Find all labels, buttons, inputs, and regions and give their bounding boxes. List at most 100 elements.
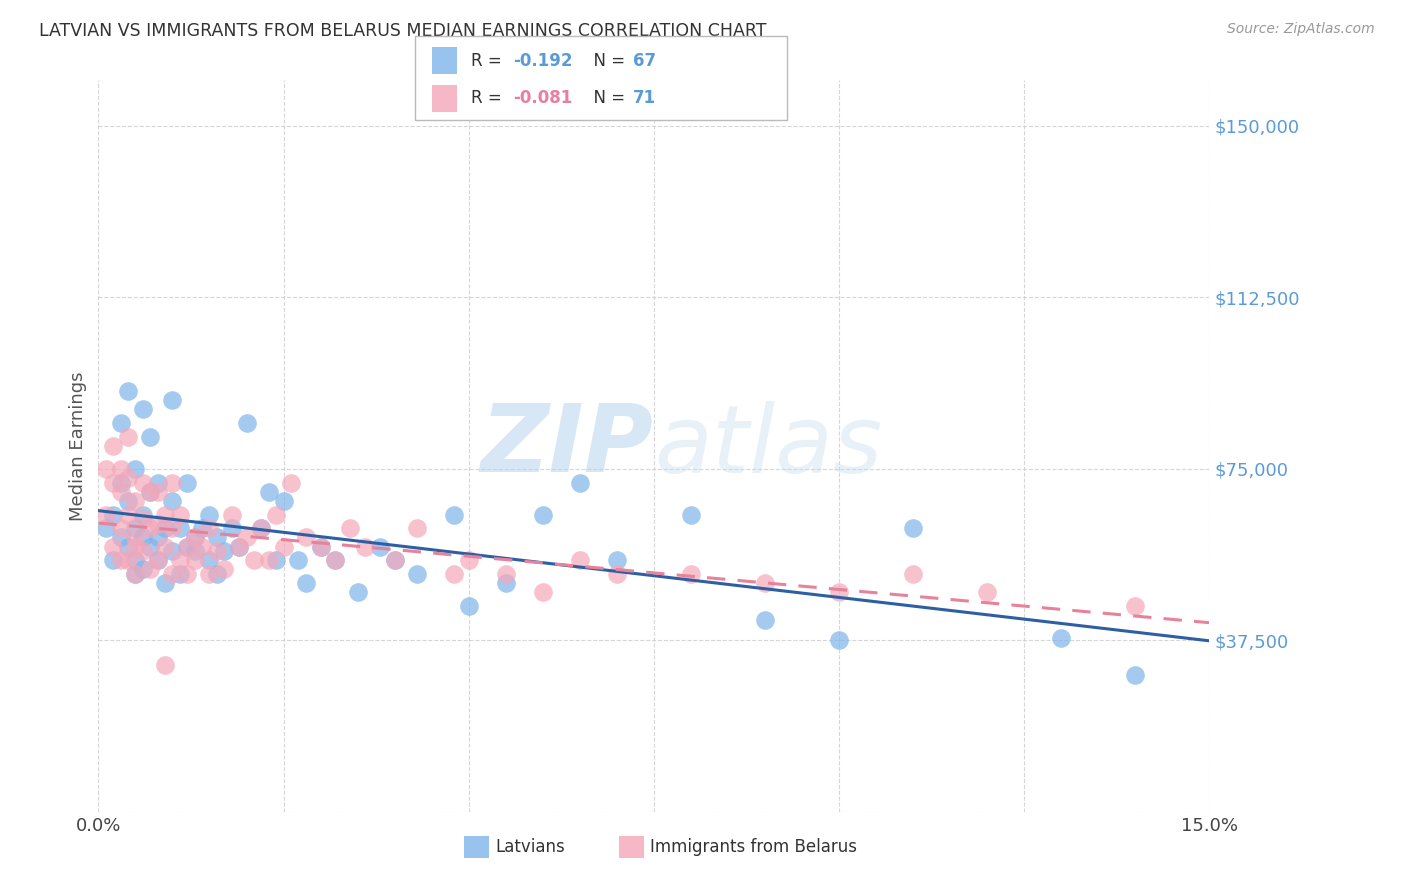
Y-axis label: Median Earnings: Median Earnings	[69, 371, 87, 521]
Point	[221, 508, 243, 522]
Point	[531, 585, 554, 599]
Point	[280, 475, 302, 490]
Point	[325, 553, 347, 567]
Point	[162, 544, 184, 558]
Text: -0.081: -0.081	[513, 89, 572, 107]
Point	[339, 521, 361, 535]
Point	[384, 553, 406, 567]
Point	[110, 521, 132, 535]
Point	[110, 484, 132, 499]
Point	[346, 585, 368, 599]
Point	[754, 576, 776, 591]
Text: -0.192: -0.192	[513, 52, 572, 70]
Point	[754, 613, 776, 627]
Point	[198, 508, 221, 522]
Point	[443, 567, 465, 582]
Point	[94, 508, 117, 522]
Point	[273, 493, 295, 508]
Point	[117, 540, 139, 554]
Point	[124, 521, 146, 535]
Text: R =: R =	[471, 52, 508, 70]
Point	[162, 567, 184, 582]
Point	[235, 416, 257, 430]
Text: Source: ZipAtlas.com: Source: ZipAtlas.com	[1227, 22, 1375, 37]
Point	[198, 521, 221, 535]
Point	[294, 576, 316, 591]
Point	[146, 553, 169, 567]
Point	[117, 508, 139, 522]
Point	[162, 521, 184, 535]
Point	[568, 475, 591, 490]
Point	[124, 567, 146, 582]
Point	[679, 567, 702, 582]
Point	[606, 567, 628, 582]
Point	[495, 567, 517, 582]
Point	[191, 521, 214, 535]
Point	[309, 540, 332, 554]
Point	[153, 576, 176, 591]
Point	[146, 475, 169, 490]
Point	[139, 562, 162, 576]
Point	[264, 553, 287, 567]
Point	[294, 530, 316, 544]
Text: N =: N =	[583, 52, 631, 70]
Point	[214, 544, 236, 558]
Point	[828, 633, 851, 648]
Point	[901, 567, 924, 582]
Point	[162, 393, 184, 408]
Point	[169, 521, 191, 535]
Point	[495, 576, 517, 591]
Point	[243, 553, 266, 567]
Point	[183, 530, 205, 544]
Point	[124, 553, 146, 567]
Point	[191, 540, 214, 554]
Point	[264, 508, 287, 522]
Point	[103, 439, 125, 453]
Point	[146, 553, 169, 567]
Point	[1123, 667, 1146, 681]
Text: 71: 71	[633, 89, 655, 107]
Point	[124, 462, 146, 476]
Point	[110, 462, 132, 476]
Point	[117, 471, 139, 485]
Point	[257, 553, 280, 567]
Text: N =: N =	[583, 89, 631, 107]
Point	[257, 484, 280, 499]
Point	[250, 521, 273, 535]
Point	[176, 475, 198, 490]
Point	[384, 553, 406, 567]
Point	[1123, 599, 1146, 613]
Point	[162, 475, 184, 490]
Point	[139, 484, 162, 499]
Point	[110, 530, 132, 544]
Point	[976, 585, 998, 599]
Point	[139, 540, 162, 554]
Point	[124, 493, 146, 508]
Point	[176, 567, 198, 582]
Point	[250, 521, 273, 535]
Point	[198, 553, 221, 567]
Point	[828, 585, 851, 599]
Point	[205, 530, 228, 544]
Point	[139, 430, 162, 444]
Point	[205, 544, 228, 558]
Point	[117, 384, 139, 398]
Point	[176, 540, 198, 554]
Point	[139, 521, 162, 535]
Point	[153, 658, 176, 673]
Point	[183, 553, 205, 567]
Point	[169, 553, 191, 567]
Point	[205, 567, 228, 582]
Text: Latvians: Latvians	[495, 838, 565, 855]
Point	[405, 567, 427, 582]
Point	[103, 540, 125, 554]
Point	[124, 530, 146, 544]
Point	[146, 530, 169, 544]
Point	[183, 544, 205, 558]
Point	[132, 530, 155, 544]
Point	[117, 553, 139, 567]
Point	[273, 540, 295, 554]
Point	[198, 567, 221, 582]
Point	[457, 599, 479, 613]
Point	[221, 521, 243, 535]
